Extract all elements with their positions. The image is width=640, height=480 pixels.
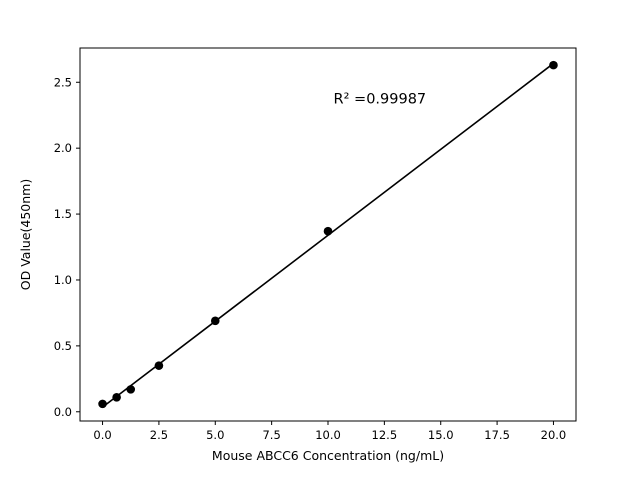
x-tick-label: 7.5 xyxy=(262,428,280,442)
y-tick-label: 1.5 xyxy=(54,207,72,221)
x-tick-label: 17.5 xyxy=(484,428,510,442)
y-tick-label: 2.0 xyxy=(54,141,72,155)
data-point xyxy=(549,60,558,70)
data-series xyxy=(98,60,558,409)
r-squared-annotation: R² =0.99987 xyxy=(334,91,427,107)
x-tick-label: 0.0 xyxy=(93,428,111,442)
x-tick-label: 2.5 xyxy=(150,428,168,442)
x-tick-label: 10.0 xyxy=(315,428,341,442)
y-tick-label: 2.5 xyxy=(54,75,72,89)
data-point xyxy=(126,385,136,394)
y-tick-label: 1.0 xyxy=(54,273,72,287)
data-point xyxy=(210,316,220,326)
x-tick-label: 12.5 xyxy=(372,428,398,442)
x-tick-label: 15.0 xyxy=(428,428,454,442)
y-tick-label: 0.0 xyxy=(54,405,72,419)
y-tick-label: 0.5 xyxy=(54,339,72,353)
data-point xyxy=(98,399,107,409)
data-point xyxy=(154,361,164,370)
x-tick-label: 5.0 xyxy=(206,428,224,442)
data-point xyxy=(323,226,333,236)
x-tick-label: 20.0 xyxy=(541,428,567,442)
x-axis: 0.0 2.5 5.0 7.5 10.0 12.5 15.0 17.5 20.0 xyxy=(93,421,566,442)
y-axis-label: OD Value(450nm) xyxy=(18,179,33,290)
data-point xyxy=(112,392,121,402)
y-axis: 0.0 0.5 1.0 1.5 2.0 2.5 xyxy=(54,75,80,419)
x-axis-label: Mouse ABCC6 Concentration (ng/mL) xyxy=(212,448,444,463)
